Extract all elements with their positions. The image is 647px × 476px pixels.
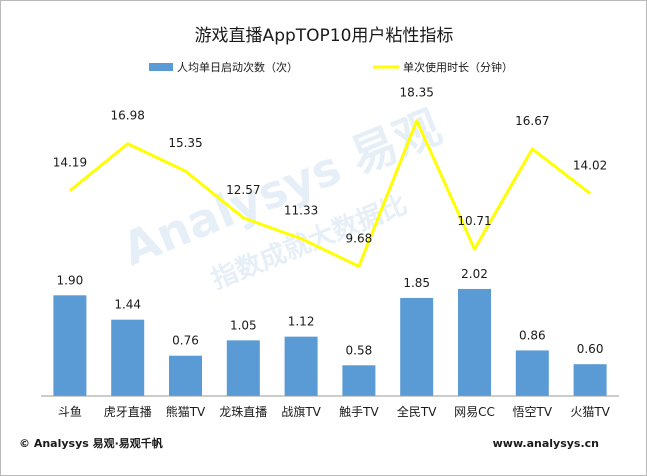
bar-value-label: 0.86: [519, 328, 546, 342]
line-value-label: 15.35: [168, 136, 202, 150]
line-value-label: 11.33: [284, 204, 318, 218]
category-label: 熊猫TV: [166, 404, 206, 419]
category-label: 网易CC: [454, 405, 495, 419]
bar-series: [53, 288, 607, 396]
chart-title: 游戏直播AppTOP10用户粘性指标: [195, 26, 454, 46]
line-value-label: 10.71: [457, 214, 491, 228]
footer-website: www.analysys.cn: [493, 437, 599, 450]
category-label: 悟空TV: [513, 404, 553, 419]
bar: [342, 365, 376, 396]
bar-value-label: 0.58: [346, 343, 373, 357]
category-label: 战旗TV: [281, 404, 321, 419]
category-label: 龙珠直播: [219, 405, 267, 419]
watermark: Analysys 易观 指数成就大数据比: [115, 100, 449, 296]
legend: 人均单日启动次数（次） 单次使用时长（分钟）: [149, 60, 513, 74]
bar: [400, 297, 434, 396]
legend-label-bar: 人均单日启动次数（次）: [177, 60, 298, 74]
bar: [226, 340, 260, 396]
line-value-label: 14.02: [573, 158, 607, 172]
bar: [53, 295, 87, 396]
bar: [169, 355, 202, 396]
category-labels: 斗鱼 虎牙直播 熊猫TV 龙珠直播 战旗TV 触手TV 全民TV 网易CC 悟空TV 火猫TV: [58, 404, 611, 419]
bar-value-label: 1.85: [403, 276, 430, 290]
category-label: 触手TV: [339, 405, 379, 419]
category-label: 全民TV: [397, 404, 437, 419]
bar: [515, 350, 549, 396]
bar-value-label: 0.76: [172, 334, 199, 348]
line-series: [68, 119, 592, 268]
category-label: 斗鱼: [58, 405, 82, 419]
line-value-label: 18.35: [400, 86, 434, 100]
category-label: 虎牙直播: [104, 405, 152, 419]
bar-value-label: 1.44: [114, 298, 141, 312]
bar-value-labels: 1.90 1.44 0.76 1.05 1.12 0.58 1.85 2.02 0.86 0.60: [57, 267, 604, 357]
duration-line: [68, 119, 592, 268]
legend-label-line: 单次使用时长（分钟）: [403, 60, 513, 74]
bar-value-label: 1.05: [230, 318, 257, 332]
footer-copyright: © Analysys 易观·易观千帆: [19, 436, 163, 450]
line-value-labels: 14.19 16.98 15.35 12.57 11.33 9.68 18.35 10.71 1…: [53, 86, 608, 246]
bar-value-label: 0.60: [577, 342, 604, 356]
bar-value-label: 2.02: [461, 267, 488, 281]
category-label: 火猫TV: [570, 405, 610, 419]
bar: [284, 336, 318, 396]
legend-swatch-bar: [149, 63, 173, 71]
line-value-label: 16.67: [515, 114, 549, 128]
bar-value-label: 1.90: [57, 273, 84, 287]
line-value-label: 14.19: [53, 156, 87, 170]
bar: [573, 364, 607, 396]
line-value-label: 9.68: [346, 231, 373, 245]
line-value-label: 16.98: [111, 109, 145, 123]
bar: [111, 319, 145, 396]
bar: [458, 288, 491, 396]
bar-value-label: 1.12: [288, 315, 315, 329]
line-value-label: 12.57: [226, 183, 260, 197]
